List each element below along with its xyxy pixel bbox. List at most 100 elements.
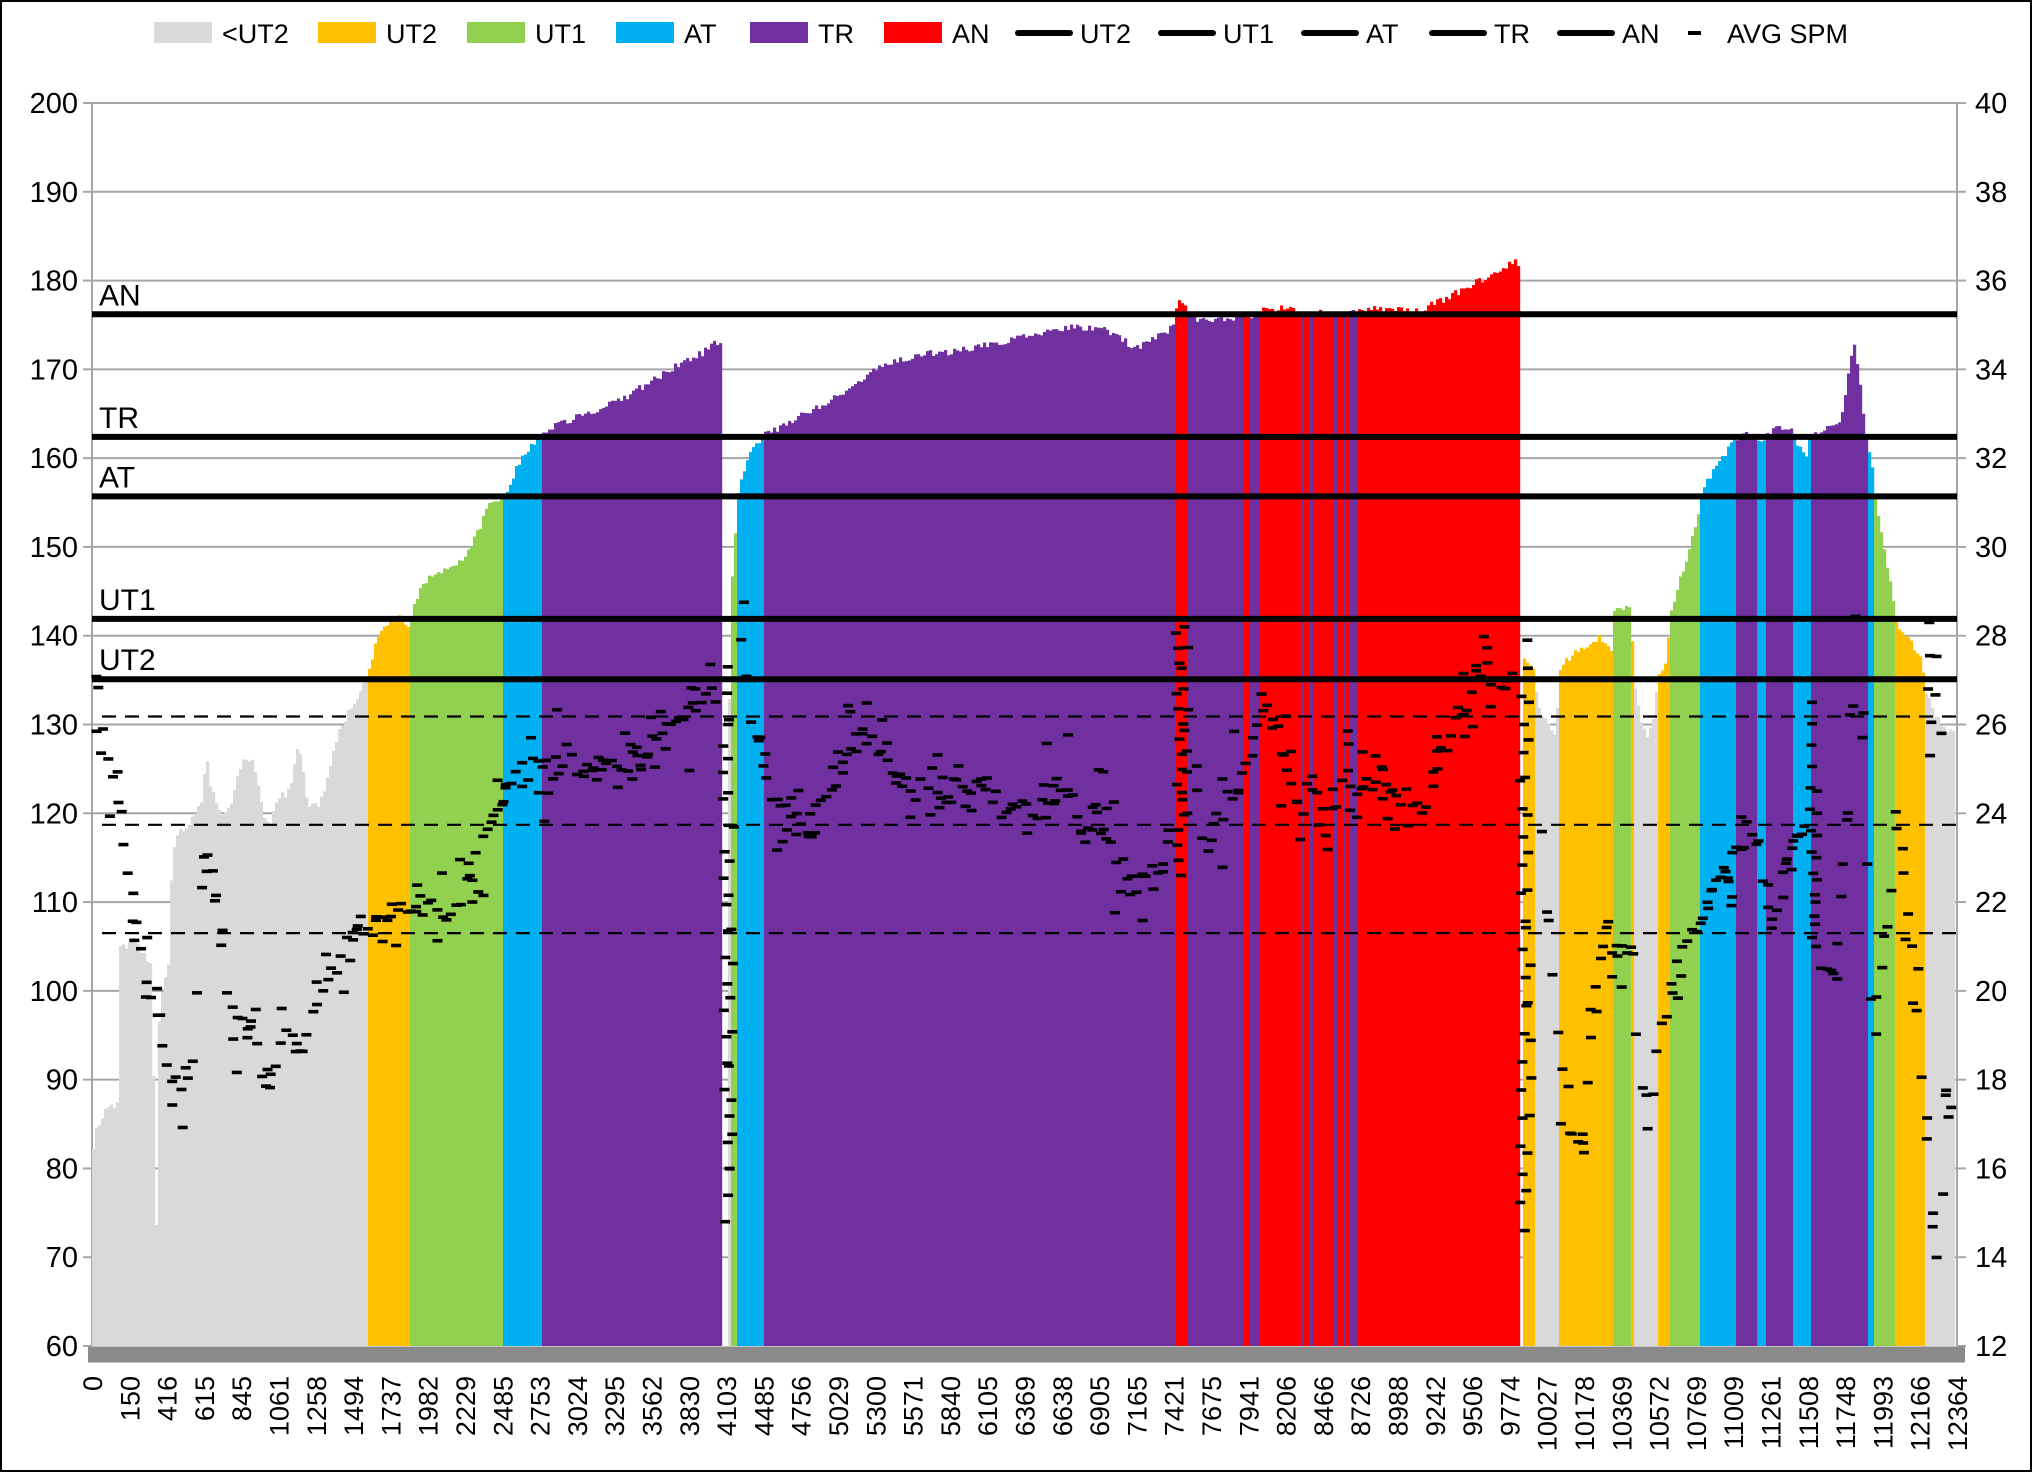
spm-dash (1450, 715, 1461, 720)
spm-dash (237, 1016, 248, 1021)
spm-dash-column (728, 825, 739, 829)
spm-dash-column (1926, 720, 1937, 725)
spm-dash (1105, 840, 1116, 844)
hr-bar (104, 1109, 108, 1346)
spm-dash (1781, 857, 1792, 861)
spm-dash-column (1176, 873, 1187, 878)
hr-bar (131, 938, 135, 1346)
spm-dash (647, 734, 658, 738)
hr-bar (965, 349, 969, 1346)
hr-bar (716, 345, 720, 1346)
x-tick-label: 7421 (1160, 1376, 1190, 1436)
hr-bar (878, 365, 882, 1347)
spm-dash (1218, 817, 1229, 822)
spm-dash (1072, 815, 1083, 819)
hr-bar (335, 741, 339, 1346)
spm-dash (463, 861, 474, 866)
spm-dash (1848, 704, 1859, 708)
hr-bar (1718, 461, 1722, 1346)
hr-bar (1490, 274, 1494, 1347)
x-tick-label: 3830 (675, 1376, 705, 1436)
spm-dash (843, 703, 854, 708)
hr-bar (179, 828, 183, 1346)
spm-dash (1206, 838, 1217, 843)
spm-dash (1676, 974, 1687, 978)
hr-bar (671, 371, 675, 1346)
spm-dash (1832, 977, 1843, 981)
hr-bar (311, 803, 315, 1346)
spm-dash-column (1176, 790, 1187, 795)
hr-bar (431, 576, 435, 1346)
spm-dash (1485, 704, 1496, 709)
hr-bar (887, 364, 891, 1346)
spm-dash (1793, 834, 1804, 839)
threshold-label-an: AN (99, 279, 141, 312)
spm-dash (1125, 892, 1136, 897)
hr-bar (1643, 728, 1647, 1346)
spm-dash (1001, 810, 1012, 815)
hr-bar (1658, 673, 1662, 1346)
hr-bar (521, 455, 525, 1347)
spm-dash (467, 900, 478, 904)
spm-dash (417, 913, 428, 917)
x-tick-label: 1258 (302, 1376, 332, 1436)
hr-bar (836, 396, 840, 1346)
spm-dash (301, 1032, 312, 1037)
hr-bar (1907, 637, 1911, 1346)
spm-dash (550, 755, 561, 759)
hr-bar (1571, 655, 1575, 1346)
hr-bar (1025, 337, 1029, 1346)
spm-dash (1578, 1141, 1589, 1145)
spm-dash (498, 799, 509, 804)
spm-dash (1442, 748, 1453, 753)
spm-dash (1267, 726, 1278, 730)
hr-bar (110, 1104, 114, 1346)
spm-dash-column (1526, 1076, 1537, 1080)
threshold-label-at: AT (99, 461, 135, 494)
spm-dash (326, 966, 337, 970)
spm-dash-column (1810, 900, 1821, 904)
hr-bar (524, 454, 528, 1347)
spm-dash (1591, 1009, 1602, 1014)
hr-bar (1574, 650, 1578, 1346)
spm-dash (1467, 724, 1478, 729)
spm-dash-column (1517, 1172, 1528, 1177)
hr-bar (584, 413, 588, 1346)
spm-dash (265, 1085, 276, 1090)
spm-dash (198, 855, 209, 859)
spm-dash (377, 939, 388, 944)
legend-label: TR (1494, 19, 1530, 49)
x-tick-label: 11508 (1794, 1376, 1824, 1449)
spm-dash (587, 768, 598, 773)
spm-dash-column (724, 1166, 735, 1171)
spm-dash (1596, 956, 1607, 961)
spm-dash (355, 914, 366, 919)
x-tick-label: 10027 (1533, 1376, 1563, 1451)
spm-dash (1900, 937, 1911, 942)
hr-bar (1583, 649, 1587, 1346)
spm-dash (1565, 1131, 1576, 1136)
spm-dash (1233, 790, 1244, 795)
hr-bar (1928, 698, 1932, 1346)
x-tick-label: 3562 (638, 1376, 668, 1436)
spm-dash-column (1173, 707, 1184, 711)
left-tick-label: 140 (30, 621, 78, 653)
spm-dash (1361, 777, 1372, 781)
spm-dash (953, 764, 964, 768)
spm-dash (1578, 1150, 1589, 1155)
spm-dash (805, 812, 816, 816)
spm-dash (1428, 784, 1439, 789)
spm-dash (1903, 912, 1914, 916)
hr-bar (1001, 344, 1005, 1346)
hr-bar (1931, 708, 1935, 1346)
spm-dash (1137, 918, 1148, 923)
spm-dash (1395, 803, 1406, 807)
hr-bar (1859, 384, 1863, 1347)
hr-bar (434, 574, 438, 1346)
spm-dash (1799, 824, 1810, 828)
spm-dash-column (1173, 646, 1184, 651)
spm-dash (1021, 802, 1032, 806)
spm-dash (1428, 770, 1439, 774)
spm-dash (167, 1103, 178, 1107)
spm-dash (1262, 703, 1273, 708)
